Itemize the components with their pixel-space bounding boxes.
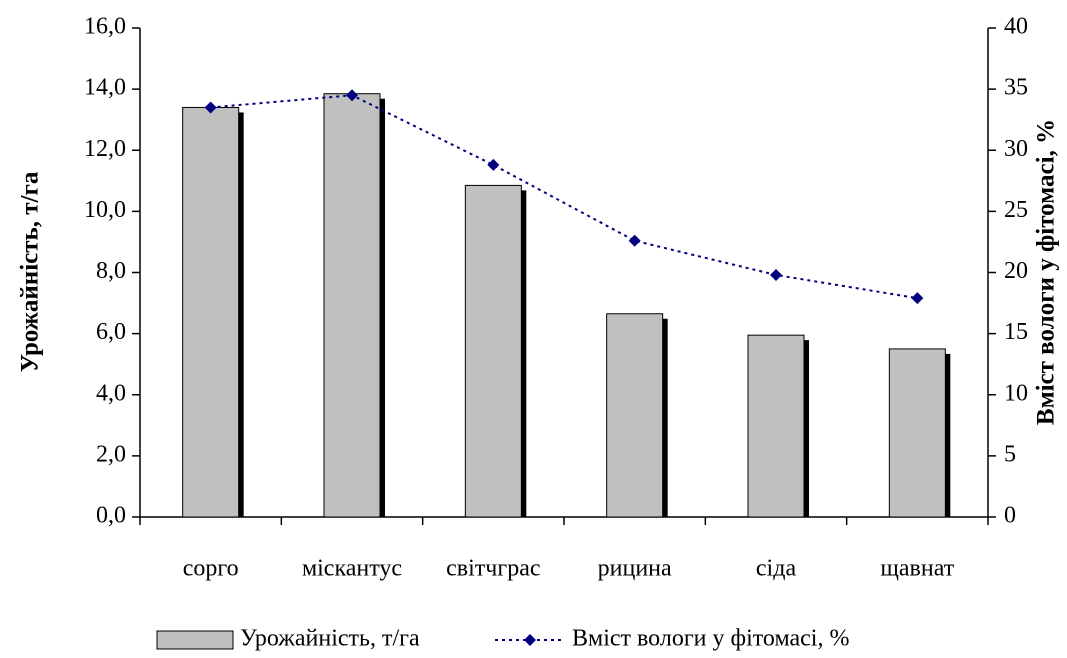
- bar: [606, 313, 664, 518]
- y-tick-label: 8,0: [96, 258, 126, 284]
- line-marker: [911, 292, 924, 305]
- line-marker: [770, 268, 782, 281]
- y-tick-label: 2,0: [96, 441, 126, 467]
- y-tick-label: 6,0: [96, 319, 126, 345]
- line-marker: [487, 158, 500, 171]
- bar: [464, 184, 522, 518]
- x-tick-label: світчграс: [446, 556, 540, 582]
- moisture-line: [210, 94, 918, 300]
- y2-tick-label: 35: [1004, 75, 1028, 101]
- bar: [182, 106, 240, 518]
- x-tick-label: рицина: [598, 556, 672, 582]
- bar: [747, 334, 805, 518]
- y2-tick-label: 0: [1004, 503, 1016, 529]
- y2-tick-label: 25: [1004, 197, 1028, 223]
- y-tick-label: 10,0: [84, 197, 126, 223]
- x-tick-label: сорго: [183, 556, 239, 582]
- y-axis-title: Урожайність, т/га: [17, 171, 44, 372]
- y-tick-label: 12,0: [84, 136, 126, 162]
- y2-tick-label: 30: [1004, 136, 1028, 162]
- y2-tick-label: 15: [1004, 319, 1028, 345]
- legend-swatch: [156, 630, 234, 650]
- bar: [323, 93, 381, 518]
- legend-label: Урожайність, т/га: [240, 626, 420, 652]
- y-tick-label: 0,0: [96, 503, 126, 529]
- line-marker: [346, 89, 358, 102]
- y-tick-label: 16,0: [84, 14, 126, 40]
- y2-tick-label: 5: [1004, 441, 1016, 467]
- y-tick-label: 14,0: [84, 75, 126, 101]
- y2-tick-label: 20: [1004, 258, 1028, 284]
- line-marker: [628, 234, 641, 247]
- x-tick-label: щавнат: [880, 556, 954, 582]
- x-tick-label: сіда: [756, 556, 797, 582]
- legend-label: Вміст вологи у фітомасі, %: [572, 626, 849, 652]
- bar: [888, 348, 946, 518]
- x-tick-label: міскантус: [302, 556, 402, 582]
- y2-tick-label: 40: [1004, 14, 1028, 40]
- y2-tick-label: 10: [1004, 380, 1028, 406]
- line-marker: [204, 101, 217, 114]
- y2-axis-title: Вміст вологи у фітомасі, %: [1033, 119, 1060, 425]
- legend-marker: [524, 634, 536, 646]
- y-tick-label: 4,0: [96, 380, 126, 406]
